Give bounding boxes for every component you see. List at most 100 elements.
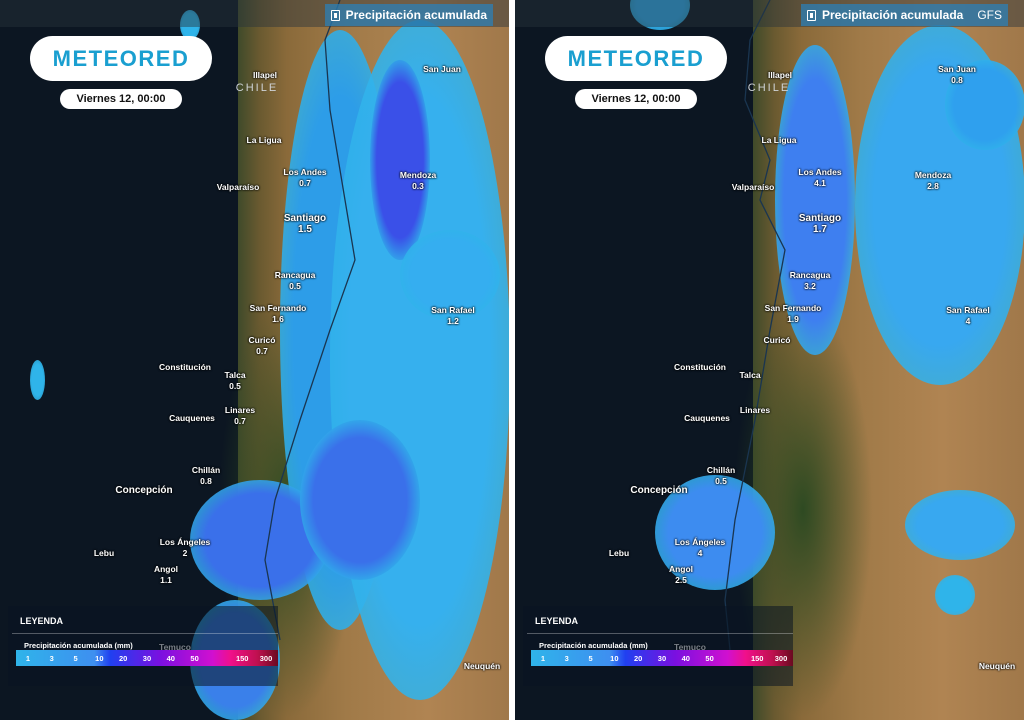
city-label[interactable]: San Fernando 1.9: [765, 303, 822, 325]
scale-tick: 5: [73, 653, 78, 663]
scale-tick: 30: [142, 653, 152, 663]
city-label[interactable]: Cauquenes: [684, 413, 730, 424]
city-label[interactable]: Angol 1.1: [154, 564, 178, 586]
city-label[interactable]: Rancagua 0.5: [275, 270, 316, 292]
city-label[interactable]: Constitución: [159, 362, 211, 373]
city-label[interactable]: Cauquenes: [169, 413, 215, 424]
precip-value: 1.2: [447, 316, 459, 326]
meteored-logo: METEORED: [545, 36, 727, 81]
legend-title: LEYENDA: [20, 616, 64, 626]
country-label: CHILE: [747, 82, 791, 94]
city-label[interactable]: Mendoza 2.8: [915, 170, 951, 192]
precip-value: 2.5: [675, 575, 687, 585]
city-label[interactable]: San Rafael 4: [946, 305, 989, 327]
legend-subtitle: Precipitación acumulada (mm): [24, 641, 133, 650]
city-label[interactable]: Santiago 1.5: [284, 213, 326, 235]
city-label[interactable]: Illapel: [768, 70, 792, 81]
scale-tick: 150: [750, 653, 764, 663]
layer-selector[interactable]: Precipitación acumulada: [324, 4, 493, 26]
scale-tick: [207, 650, 231, 666]
city-label[interactable]: Valparaíso: [732, 182, 775, 193]
city-label[interactable]: Neuquén: [979, 661, 1015, 672]
city-label[interactable]: Chillán 0.8: [192, 465, 220, 487]
city-label[interactable]: Linares: [740, 405, 770, 416]
city-label[interactable]: La Ligua: [247, 135, 282, 146]
divider: [527, 633, 793, 634]
city-label[interactable]: San Juan 0.8: [938, 64, 976, 86]
precip-value: 2.8: [927, 181, 939, 191]
precip-value: 4: [965, 316, 971, 326]
city-label[interactable]: Lebu: [94, 548, 114, 559]
layer-title: Precipitación acumulada: [821, 8, 964, 22]
scale-tick: 50: [190, 653, 199, 663]
city-label[interactable]: Los Ángeles 2: [160, 537, 211, 559]
city-name: San Juan: [423, 64, 461, 74]
city-label[interactable]: Mendoza 0.3: [400, 170, 436, 192]
scale-tick: 40: [166, 653, 175, 663]
precip-value: 1.9: [787, 314, 799, 324]
divider: [12, 633, 278, 634]
scale-tick: [722, 650, 746, 666]
scale-tick: 1: [540, 653, 545, 663]
scale-tick: 20: [118, 653, 128, 663]
scale-tick: 300: [774, 653, 788, 663]
city-label[interactable]: Neuquén: [464, 661, 500, 672]
layer-title: Precipitación acumulada: [345, 8, 487, 22]
city-name: Rancagua: [274, 270, 316, 280]
precipitation-area: [655, 475, 775, 590]
city-name: Concepción: [115, 485, 173, 496]
city-label[interactable]: Angol 2.5: [669, 564, 693, 586]
city-name: Curicó: [763, 335, 791, 345]
city-name: Concepción: [630, 485, 688, 496]
precipitation-area: [180, 10, 200, 40]
color-scale: 1 3 5 10 20 30 40 50 150 300: [16, 650, 278, 666]
city-name: Chillán: [706, 465, 736, 475]
scale-tick: 5: [588, 653, 593, 663]
city-name: Curicó: [248, 335, 276, 345]
city-label[interactable]: Concepción: [115, 485, 172, 496]
precipitation-gauge-icon: [330, 9, 340, 21]
city-name: Los Andes: [283, 167, 327, 177]
city-label[interactable]: Linares 0.7: [225, 405, 255, 427]
city-label[interactable]: Rancagua 3.2: [790, 270, 831, 292]
city-label[interactable]: Constitución: [674, 362, 726, 373]
scale-tick: 50: [705, 653, 714, 663]
city-name: Santiago: [798, 213, 842, 224]
city-label[interactable]: Talca 0.5: [224, 370, 245, 392]
city-label[interactable]: San Rafael 1.2: [431, 305, 474, 327]
precipitation-area: [370, 60, 430, 260]
precip-value: 0.3: [412, 181, 424, 191]
city-label[interactable]: Concepción: [630, 485, 687, 496]
city-label[interactable]: Curicó 0.7: [249, 335, 276, 357]
city-label[interactable]: Los Andes 0.7: [283, 167, 326, 189]
precip-value: 0.8: [200, 476, 212, 486]
precipitation-area: [30, 360, 45, 400]
map-panel-left[interactable]: Precipitación acumulada METEORED Viernes…: [0, 0, 509, 720]
city-label[interactable]: Curicó: [764, 335, 791, 346]
city-label[interactable]: San Juan: [423, 64, 461, 75]
city-name: Angol: [668, 564, 694, 574]
precipitation-gauge-icon: [806, 9, 816, 21]
city-label[interactable]: Chillán 0.5: [707, 465, 735, 487]
city-label[interactable]: San Fernando 1.6: [250, 303, 307, 325]
scale-tick: 10: [95, 653, 104, 663]
country-border: [724, 0, 786, 650]
city-label[interactable]: Valparaíso: [217, 182, 260, 193]
city-label[interactable]: Talca: [739, 370, 760, 381]
city-label[interactable]: La Ligua: [762, 135, 797, 146]
country-border: [264, 0, 356, 641]
scale-tick: 1: [25, 653, 30, 663]
forecast-date[interactable]: Viernes 12, 00:00: [575, 89, 697, 109]
precip-value: 0.7: [299, 178, 311, 188]
city-label[interactable]: Santiago 1.7: [799, 213, 841, 235]
precip-value: 0.5: [289, 281, 301, 291]
city-label[interactable]: Illapel: [253, 70, 277, 81]
city-label[interactable]: Los Andes 4.1: [798, 167, 841, 189]
layer-selector[interactable]: Precipitación acumulada GFS: [800, 4, 1008, 26]
city-label[interactable]: Los Ángeles 4: [675, 537, 726, 559]
map-panel-right[interactable]: Precipitación acumulada GFS METEORED Vier…: [515, 0, 1024, 720]
city-label[interactable]: Lebu: [609, 548, 629, 559]
forecast-date[interactable]: Viernes 12, 00:00: [60, 89, 182, 109]
precip-value: 4.1: [814, 178, 826, 188]
color-scale: 1 3 5 10 20 30 40 50 150 300: [531, 650, 793, 666]
